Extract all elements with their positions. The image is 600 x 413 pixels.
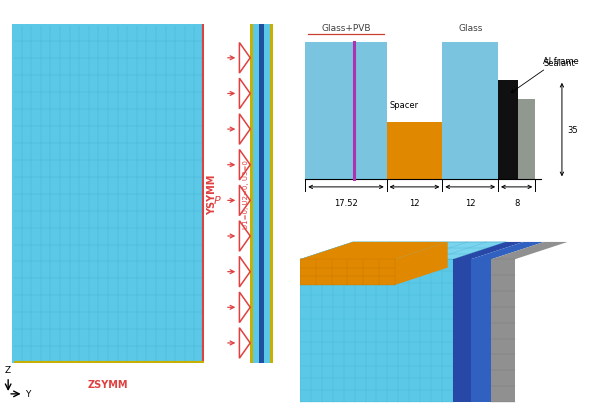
Polygon shape [491, 260, 515, 402]
Text: U1=0, U2=0, U3=0: U1=0, U2=0, U3=0 [243, 160, 249, 228]
Text: Spacer: Spacer [389, 100, 418, 109]
Text: ZSYMM: ZSYMM [88, 379, 128, 389]
Text: 17.52: 17.52 [334, 199, 358, 208]
Bar [305, 43, 386, 180]
Bar [253, 25, 259, 363]
Bar [270, 25, 273, 363]
Text: Sealant: Sealant [543, 58, 575, 67]
Text: Y: Y [25, 389, 31, 399]
Text: 12: 12 [409, 199, 420, 208]
Bar [250, 25, 253, 363]
Text: Z: Z [4, 365, 10, 374]
Bar [518, 100, 535, 180]
Bar [264, 25, 270, 363]
Text: P: P [214, 196, 220, 206]
Text: 12: 12 [465, 199, 475, 208]
Polygon shape [395, 242, 448, 285]
Polygon shape [491, 242, 568, 260]
Text: YSYMM: YSYMM [206, 174, 217, 214]
Polygon shape [470, 242, 544, 260]
Bar [442, 43, 498, 180]
Text: 8: 8 [514, 199, 520, 208]
Text: Glass: Glass [458, 24, 482, 33]
Polygon shape [470, 260, 491, 402]
Polygon shape [453, 242, 523, 260]
Bar [259, 25, 264, 363]
Text: Al frame: Al frame [543, 57, 579, 65]
Bar [498, 81, 518, 180]
Bar [300, 260, 453, 402]
Bar [386, 123, 442, 180]
Polygon shape [453, 260, 470, 402]
Bar [300, 260, 395, 285]
Text: Glass+PVB: Glass+PVB [321, 24, 371, 33]
Polygon shape [300, 242, 506, 260]
Text: 35: 35 [567, 126, 578, 135]
Polygon shape [300, 242, 448, 260]
